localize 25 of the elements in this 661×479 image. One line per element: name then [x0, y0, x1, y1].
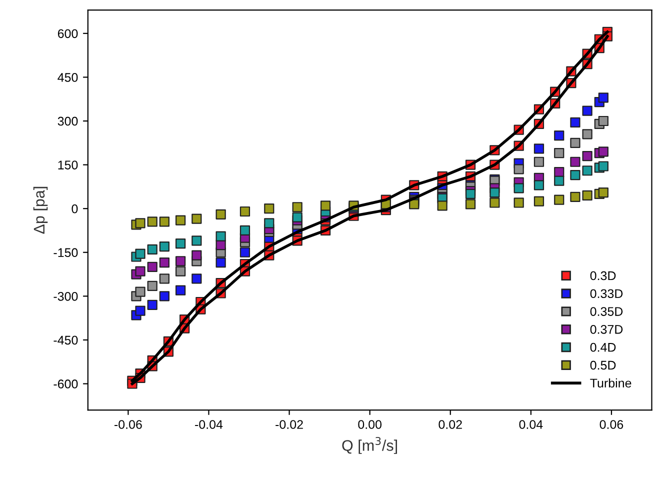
y-tick-label: -150 [54, 248, 78, 258]
y-tick-label: -300 [54, 292, 78, 301]
y-tick-label: 300 [58, 116, 78, 126]
legend-label: 0.4D [590, 342, 616, 352]
legend-label: 0.33D [590, 289, 623, 298]
legend-label: 0.3D [590, 271, 616, 280]
x-tick-label: -0.06 [114, 420, 142, 429]
legend-label: 0.5D [590, 360, 616, 370]
legend-label: Turbine [590, 378, 632, 388]
x-axis-title: Q [m$^{3}$/s] [342, 436, 397, 454]
x-tick-label: -0.02 [276, 420, 303, 429]
y-tick-label: 0 [72, 204, 78, 214]
x-tick-label: -0.04 [195, 420, 223, 429]
x-tick-label: 0.02 [438, 420, 462, 429]
legend-label: 0.35D [590, 307, 623, 316]
legend-label: 0.37D [590, 324, 623, 334]
x-tick-label: 0.04 [519, 420, 543, 429]
y-tick-label: 450 [58, 73, 78, 82]
x-tick-label: 0.00 [358, 420, 382, 429]
y-tick-label: 150 [58, 160, 78, 170]
x-tick-label: 0.06 [600, 420, 624, 429]
y-axis-title: Δp [pa] [33, 186, 48, 234]
y-tick-label: 600 [58, 29, 78, 38]
y-tick-label: -450 [54, 336, 78, 345]
y-tick-label: -600 [54, 380, 78, 388]
